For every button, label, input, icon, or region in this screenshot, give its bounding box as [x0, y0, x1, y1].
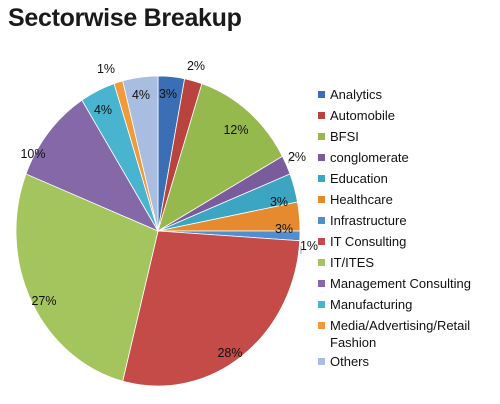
- leader-line: [287, 151, 298, 164]
- pie-slices: [15, 75, 301, 387]
- pie-labels: 3% 2% 12% 2% 3% 3% 1% 28% 27% 10% 4% 1% 4%: [20, 59, 318, 360]
- slice-label-manufacturing: 4%: [94, 103, 112, 117]
- pie-slice-management-consulting: [25, 99, 159, 232]
- slice-label-analytics: 3%: [159, 87, 177, 101]
- slice-label-education: 3%: [270, 195, 288, 209]
- pie-slice-bfsi: [157, 83, 283, 232]
- slice-label-bfsi: 12%: [223, 123, 248, 137]
- pie-slice-it-ites: [15, 173, 159, 382]
- chart-title: Sectorwise Breakup: [8, 4, 242, 32]
- slice-label-infrastructure: 1%: [300, 239, 318, 253]
- pie-slice-it-consulting: [122, 230, 301, 387]
- slice-label-media-advertising-retail-fashion: 1%: [97, 62, 115, 76]
- slice-label-automobile: 2%: [187, 59, 205, 73]
- slice-label-it-consulting: 28%: [217, 346, 242, 360]
- slice-label-it-ites: 27%: [31, 294, 56, 308]
- slice-label-healthcare: 3%: [275, 222, 293, 236]
- slice-label-management-consulting: 10%: [20, 147, 45, 161]
- slice-label-others: 4%: [132, 88, 150, 102]
- slice-label-conglomerate: 2%: [288, 150, 306, 164]
- pie-slice-others: [122, 75, 159, 232]
